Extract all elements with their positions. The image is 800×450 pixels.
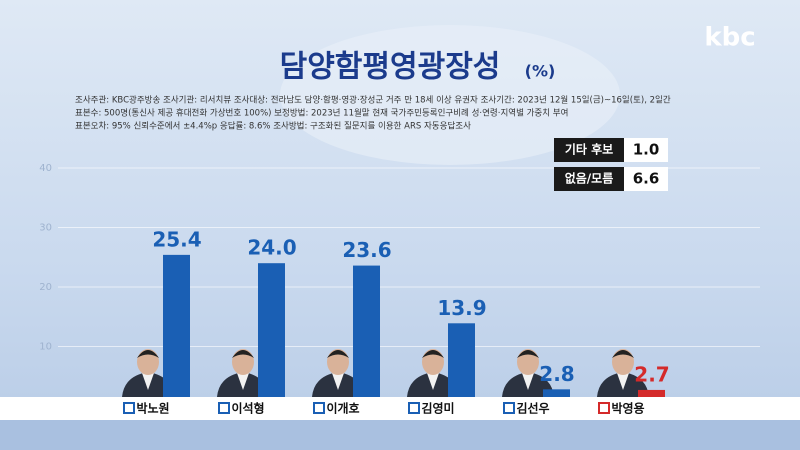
portrait-collar <box>427 373 439 390</box>
portrait-hair <box>327 350 349 358</box>
portrait-collar <box>237 373 249 390</box>
x-tick-label: 이석형 <box>231 401 264 416</box>
value-label: 13.9 <box>437 296 486 320</box>
bar <box>448 323 475 406</box>
value-label: 2.8 <box>539 362 574 386</box>
backdrop-dome <box>280 25 620 165</box>
others-value-box <box>624 138 668 162</box>
party-icon <box>313 402 325 414</box>
logo: kbc <box>704 23 755 53</box>
name-band <box>0 397 800 420</box>
others-label-box <box>554 167 624 191</box>
portrait-collar <box>142 373 154 390</box>
portrait-head <box>327 349 349 375</box>
party-icon <box>503 402 515 414</box>
y-tick-label: 20 <box>39 282 52 293</box>
others-value: 6.6 <box>633 170 660 188</box>
y-tick-label: 30 <box>39 223 52 234</box>
bar <box>353 265 380 406</box>
chart-title: 담양함평영광장성 <box>280 50 501 85</box>
portrait-head <box>517 349 539 375</box>
y-tick-label: 40 <box>39 163 52 174</box>
portrait-hair <box>422 350 444 358</box>
unit: (%) <box>525 62 556 81</box>
others-value: 1.0 <box>633 141 660 159</box>
value-label: 25.4 <box>152 227 201 251</box>
value-label: 2.7 <box>634 362 669 386</box>
value-label: 23.6 <box>342 238 391 262</box>
portrait-hair <box>137 350 159 358</box>
portrait-head <box>422 349 444 375</box>
portrait-hair <box>232 350 254 358</box>
x-tick-label: 박영용 <box>611 401 644 416</box>
x-tick-label: 이개호 <box>326 401 359 416</box>
others-label: 기타 후보 <box>565 142 613 157</box>
portrait-collar <box>617 373 629 390</box>
party-icon <box>598 402 610 414</box>
x-tick-label: 김영미 <box>421 401 454 416</box>
survey-note: 조사주관: KBC광주방송 조사기관: 리서치뷰 조사대상: 전라남도 담양·함… <box>75 95 671 106</box>
bar <box>258 263 285 406</box>
y-tick-label: 10 <box>39 342 52 353</box>
portrait-collar <box>332 373 344 390</box>
value-label: 24.0 <box>247 236 296 260</box>
others-value-box <box>624 167 668 191</box>
portrait-hair <box>612 350 634 358</box>
others-label: 없음/모름 <box>565 171 614 186</box>
x-tick-label: 박노원 <box>136 401 169 416</box>
portrait-head <box>137 349 159 375</box>
portrait-collar <box>522 373 534 390</box>
survey-note: 표본수: 500명(통신사 제공 휴대전화 가상번호 100%) 보정방법: 2… <box>75 108 568 119</box>
others-label-box <box>554 138 624 162</box>
portrait-hair <box>517 350 539 358</box>
names: 박노원 이석형 이개호 김영미 김선우 박영용 <box>123 401 645 416</box>
plot: 10 20 30 40 25.4 24.0 23.6 13.9 2.8 2.7 <box>39 163 760 406</box>
portrait-head <box>612 349 634 375</box>
bar <box>163 254 190 406</box>
party-icon <box>408 402 420 414</box>
party-icon <box>218 402 230 414</box>
survey-note: 표본오차: 95% 신뢰수준에서 ±4.4%p 응답률: 8.6% 조사방법: … <box>75 121 471 132</box>
party-icon <box>123 402 135 414</box>
others-box: 기타 후보 1.0 없음/모름 6.6 <box>554 138 668 191</box>
footer-band <box>0 420 800 450</box>
x-tick-label: 김선우 <box>516 401 549 416</box>
portrait-head <box>232 349 254 375</box>
